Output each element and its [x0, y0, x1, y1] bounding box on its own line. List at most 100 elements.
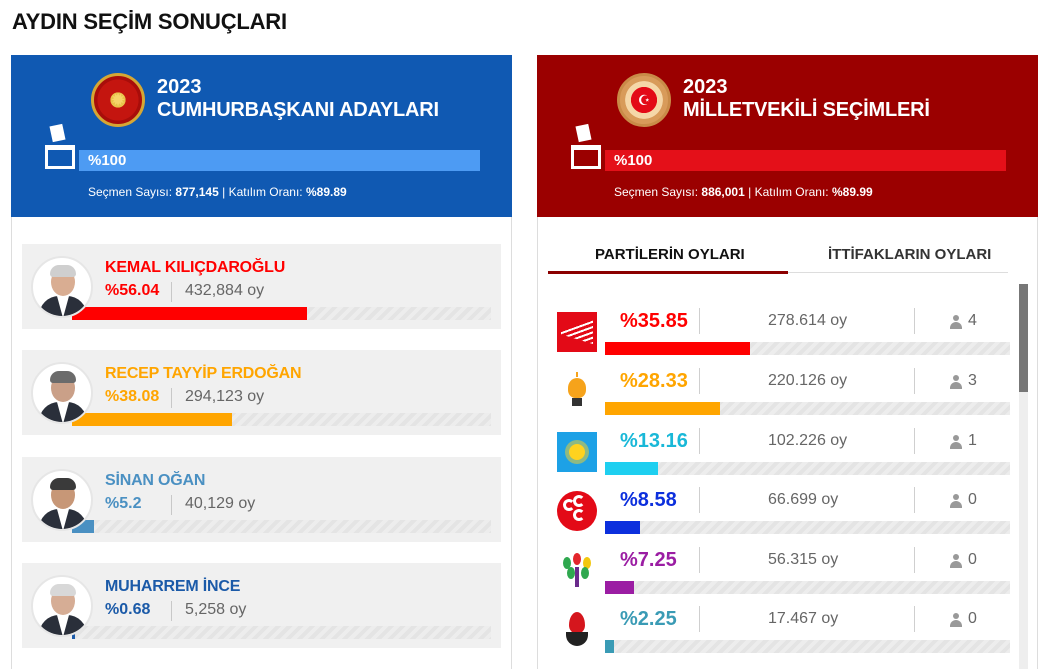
person-icon	[950, 494, 962, 508]
value-separator	[699, 308, 700, 334]
candidate-name: KEMAL KILIÇDAROĞLU	[105, 259, 286, 276]
party-seats: 4	[968, 312, 977, 329]
party-percentage: %7.25	[620, 549, 677, 571]
presidential-stats: Seçmen Sayısı: 877,145 | Katılım Oranı: …	[88, 185, 347, 199]
candidate-votes: 5,258 oy	[185, 601, 247, 618]
candidate-card[interactable]: SİNAN OĞAN %5.2 40,129 oy	[22, 457, 501, 542]
party-votes: 278.614 oy	[768, 312, 848, 329]
candidate-avatar	[31, 362, 93, 424]
turnout-label: Katılım Oranı:	[228, 185, 303, 199]
scrollbar-thumb[interactable]	[1019, 284, 1028, 392]
presidential-year: 2023	[157, 76, 202, 98]
value-separator	[699, 428, 700, 454]
party-percentage: %8.58	[620, 489, 677, 511]
presidential-seal-icon: ✹	[91, 73, 145, 127]
value-separator	[699, 547, 700, 573]
voters-label: Seçmen Sayısı:	[88, 185, 173, 199]
vote-share-bar	[605, 521, 640, 534]
candidate-name: MUHARREM İNCE	[105, 578, 241, 595]
presidential-header: ✹ 2023 CUMHURBAŞKANI ADAYLARI %100 Seçme…	[11, 55, 512, 217]
parliament-stats: Seçmen Sayısı: 886,001 | Katılım Oranı: …	[614, 185, 873, 199]
party-votes: 56.315 oy	[768, 551, 839, 568]
ysp-logo-icon	[557, 551, 597, 591]
candidate-name: SİNAN OĞAN	[105, 472, 206, 489]
parliament-count-progress: %100	[605, 150, 1006, 171]
vote-bar-track	[605, 640, 1010, 653]
candidate-percentage: %56.04	[105, 282, 160, 299]
person-icon	[950, 315, 962, 329]
party-percentage: %13.16	[620, 430, 688, 452]
candidate-votes: 294,123 oy	[185, 388, 265, 405]
parliament-header: ☪ 2023 MİLLETVEKİLİ SEÇİMLERİ %100 Seçme…	[537, 55, 1038, 217]
mhp-logo-icon	[557, 491, 597, 531]
person-icon	[950, 435, 962, 449]
candidate-card[interactable]: MUHARREM İNCE %0.68 5,258 oy	[22, 563, 501, 648]
party-row[interactable]: %28.33 220.126 oy 3	[548, 360, 1013, 415]
value-separator	[914, 606, 915, 632]
stats-separator: |	[748, 185, 752, 199]
vote-bar-track	[605, 462, 1010, 475]
value-separator	[171, 282, 172, 302]
presidential-progress-label: %100	[88, 152, 127, 169]
value-separator	[171, 601, 172, 621]
tab-party-votes[interactable]: PARTİLERİN OYLARI	[595, 246, 745, 263]
candidates-panel	[11, 217, 512, 669]
candidate-percentage: %5.2	[105, 495, 142, 512]
vote-bar-track	[72, 626, 491, 639]
ballot-box-icon	[45, 123, 75, 171]
page-title: AYDIN SEÇİM SONUÇLARI	[12, 9, 287, 34]
candidate-votes: 40,129 oy	[185, 495, 256, 512]
party-row[interactable]: %35.85 278.614 oy 4	[548, 300, 1013, 355]
party-votes: 17.467 oy	[768, 610, 839, 627]
candidate-avatar	[31, 256, 93, 318]
party-seats: 1	[968, 432, 977, 449]
vote-bar-track	[72, 520, 491, 533]
party-percentage: %28.33	[620, 370, 688, 392]
voters-count: 886,001	[701, 185, 745, 199]
chp-logo-icon	[557, 312, 597, 352]
party-row[interactable]: %13.16 102.226 oy 1	[548, 420, 1013, 475]
active-tab-indicator	[548, 271, 788, 274]
ballot-box-icon	[571, 123, 601, 171]
party-votes: 220.126 oy	[768, 372, 848, 389]
value-separator	[914, 368, 915, 394]
value-separator	[699, 606, 700, 632]
tab-alliance-votes[interactable]: İTTİFAKLARIN OYLARI	[828, 246, 992, 263]
value-separator	[914, 308, 915, 334]
vote-share-bar	[72, 413, 232, 426]
party-row[interactable]: %2.25 17.467 oy 0	[548, 598, 1013, 653]
party-seats: 0	[968, 551, 977, 568]
value-separator	[171, 388, 172, 408]
candidate-card[interactable]: RECEP TAYYİP ERDOĞAN %38.08 294,123 oy	[22, 350, 501, 435]
vote-bar-track	[605, 521, 1010, 534]
party-list-scrollbar[interactable]	[1019, 284, 1028, 669]
stats-separator: |	[222, 185, 226, 199]
akp-logo-icon	[557, 372, 597, 412]
person-icon	[950, 375, 962, 389]
value-separator	[699, 487, 700, 513]
vote-share-bar	[605, 462, 658, 475]
party-seats: 0	[968, 610, 977, 627]
tip-logo-icon	[557, 610, 597, 650]
party-seats: 0	[968, 491, 977, 508]
vote-share-bar	[605, 342, 750, 355]
party-votes: 102.226 oy	[768, 432, 848, 449]
party-row[interactable]: %7.25 56.315 oy 0	[548, 539, 1013, 594]
vote-share-bar	[605, 640, 614, 653]
party-percentage: %2.25	[620, 608, 677, 630]
value-separator	[699, 368, 700, 394]
candidate-percentage: %0.68	[105, 601, 151, 618]
presidential-title: CUMHURBAŞKANI ADAYLARI	[157, 99, 439, 121]
vote-bar-track	[605, 581, 1010, 594]
voters-label: Seçmen Sayısı:	[614, 185, 699, 199]
candidate-votes: 432,884 oy	[185, 282, 265, 299]
party-votes: 66.699 oy	[768, 491, 839, 508]
candidate-card[interactable]: KEMAL KILIÇDAROĞLU %56.04 432,884 oy	[22, 244, 501, 329]
parliament-progress-label: %100	[614, 152, 653, 169]
vote-share-bar	[605, 402, 720, 415]
party-row[interactable]: %8.58 66.699 oy 0	[548, 479, 1013, 534]
turnout-value: %89.89	[305, 185, 347, 199]
vote-share-bar	[605, 581, 634, 594]
value-separator	[914, 547, 915, 573]
candidate-avatar	[31, 575, 93, 637]
